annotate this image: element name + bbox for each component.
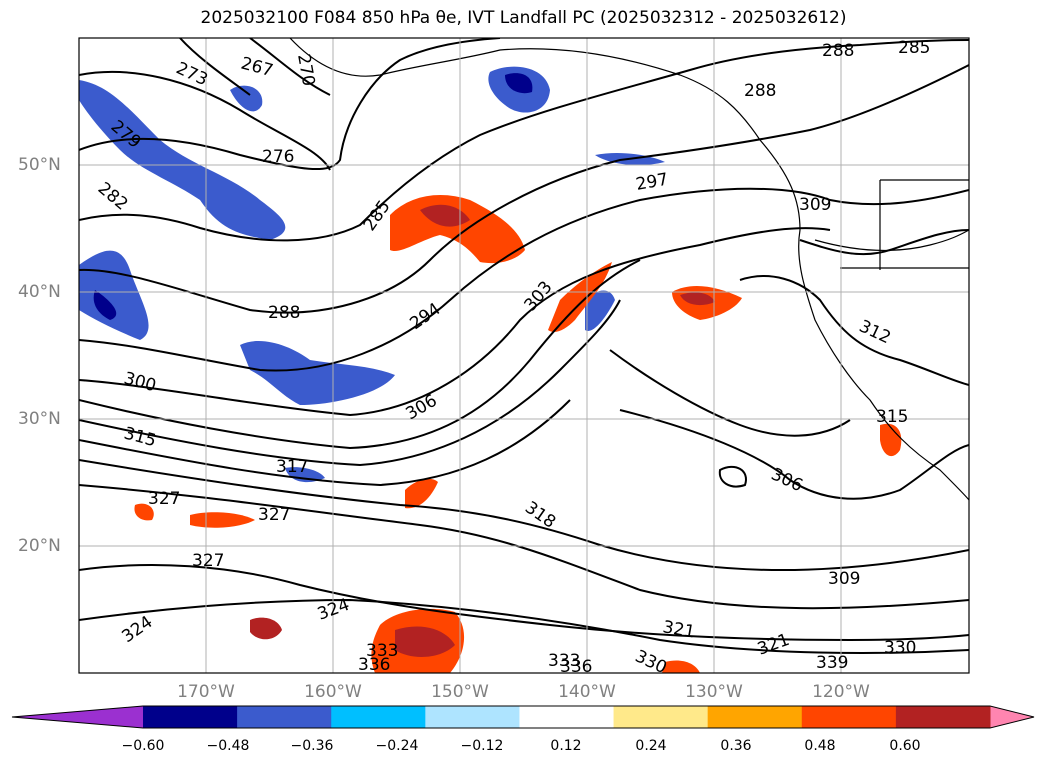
colorbar-extend-max: [990, 706, 1034, 728]
colorbar-tick: −0.12: [460, 738, 504, 754]
colorbar-segment: [237, 706, 332, 728]
contour-label: 336: [560, 657, 592, 677]
colorbar-tick: −0.48: [206, 738, 250, 754]
lat-label: 20°N: [18, 536, 61, 556]
colorbar-tick: −0.24: [375, 738, 419, 754]
contour-label: 288: [822, 41, 854, 61]
colorbar-segment: [331, 706, 426, 728]
contour-label: 276: [262, 147, 294, 167]
lon-label: 160°W: [304, 682, 362, 702]
lat-label: 50°N: [18, 155, 61, 175]
gridlines: [79, 38, 969, 673]
contour-label: 333: [548, 651, 580, 671]
colorbar-extend-min: [12, 706, 143, 728]
contour-label: 327: [148, 489, 180, 509]
colorbar-outline: [11, 705, 1035, 729]
colorbar-segment: [425, 706, 520, 728]
contour-label: 285: [898, 38, 930, 58]
colorbar-segment: [143, 706, 238, 728]
coastline: [289, 38, 969, 501]
map-frame: [78, 37, 970, 674]
map-background: [79, 38, 969, 673]
contour-label: 288: [744, 81, 776, 101]
map-title: 2025032100 F084 850 hPa θe, IVT Landfall…: [200, 8, 847, 28]
colorbar: [11, 705, 1035, 729]
colorbar-segment: [613, 706, 709, 728]
contour-label: 330: [884, 638, 916, 658]
lon-label: 170°W: [177, 682, 235, 702]
colorbar-tick: 0.60: [889, 738, 921, 754]
colorbar-segment: [707, 706, 803, 728]
lat-label: 30°N: [18, 409, 61, 429]
lon-label: 150°W: [431, 682, 489, 702]
lon-label: 130°W: [685, 682, 743, 702]
colorbar-tick: 0.24: [635, 738, 667, 754]
colorbar-segment: [519, 706, 615, 728]
contour-label: 317: [276, 457, 308, 477]
colorbar-segment: [895, 706, 991, 728]
contour-label: 315: [876, 407, 908, 427]
colorbar-tick: 0.48: [804, 738, 836, 754]
shaded-positive-regions: [134, 195, 902, 673]
contour-label: 336: [358, 655, 390, 675]
colorbar-tick: −0.60: [121, 738, 165, 754]
contour-label: 309: [799, 195, 831, 215]
contour-label: 327: [192, 551, 224, 571]
contour-label: 288: [268, 303, 300, 323]
contour-label: 333: [366, 641, 398, 661]
contour-label: 339: [816, 653, 848, 673]
lon-label: 140°W: [558, 682, 616, 702]
colorbar-tick: −0.36: [290, 738, 334, 754]
lat-label: 40°N: [18, 282, 61, 302]
contour-label: 309: [828, 569, 860, 589]
colorbar-segment: [801, 706, 897, 728]
colorbar-tick: 0.12: [550, 738, 582, 754]
theta-e-contours: [79, 38, 969, 654]
contour-label: 327: [258, 505, 290, 525]
colorbar-tick: 0.36: [720, 738, 752, 754]
lon-label: 120°W: [812, 682, 870, 702]
shaded-negative-regions: [79, 66, 665, 483]
